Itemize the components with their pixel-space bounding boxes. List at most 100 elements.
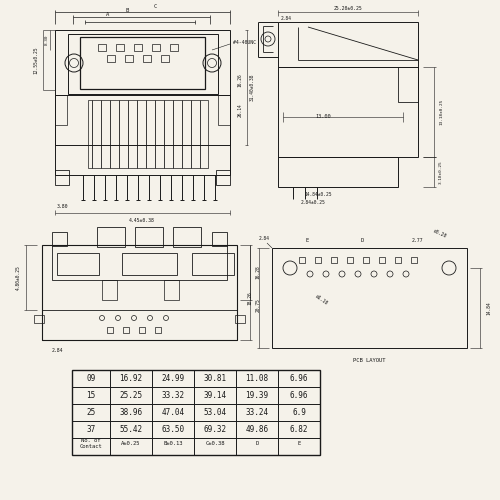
- Text: 33.32: 33.32: [162, 391, 184, 400]
- Text: E: E: [306, 238, 308, 242]
- Text: A±0.25: A±0.25: [121, 441, 141, 446]
- Text: 19.39: 19.39: [246, 391, 268, 400]
- Text: 6.82: 6.82: [290, 425, 308, 434]
- Bar: [152, 44, 160, 51]
- Bar: [55, 95, 230, 175]
- Bar: [88, 100, 208, 168]
- Text: 2.84±0.25: 2.84±0.25: [300, 200, 326, 205]
- Text: 2.84: 2.84: [258, 236, 270, 242]
- Bar: [52, 245, 227, 280]
- Text: 4.45±0.38: 4.45±0.38: [129, 218, 155, 222]
- Bar: [143, 55, 151, 62]
- Text: 18.26: 18.26: [248, 291, 252, 305]
- Bar: [42, 245, 237, 340]
- Text: 33.24: 33.24: [246, 408, 268, 417]
- Text: 15: 15: [86, 391, 96, 400]
- Text: 38.96: 38.96: [120, 408, 142, 417]
- Bar: [315, 257, 321, 263]
- Bar: [134, 44, 142, 51]
- Text: 13.18±0.25: 13.18±0.25: [439, 99, 443, 125]
- Text: 16.26: 16.26: [238, 73, 242, 87]
- Bar: [57, 253, 99, 275]
- Text: PCB LAYOUT: PCB LAYOUT: [353, 358, 386, 362]
- Text: 6.9: 6.9: [292, 408, 306, 417]
- Text: 53.04: 53.04: [204, 408, 227, 417]
- Bar: [55, 30, 230, 145]
- Bar: [212, 232, 227, 246]
- Text: 16.92: 16.92: [120, 374, 142, 383]
- Text: 14.84: 14.84: [486, 301, 492, 315]
- Text: 69.32: 69.32: [204, 425, 227, 434]
- Text: 2.84: 2.84: [280, 16, 291, 21]
- Bar: [218, 95, 230, 125]
- Text: 20.75: 20.75: [256, 298, 260, 312]
- Text: 25.25: 25.25: [120, 391, 142, 400]
- Text: No. of
Contact: No. of Contact: [80, 438, 102, 449]
- Bar: [155, 327, 161, 333]
- Bar: [363, 257, 369, 263]
- Bar: [122, 253, 177, 275]
- Bar: [102, 280, 117, 300]
- Bar: [52, 232, 67, 246]
- Bar: [272, 248, 467, 348]
- Bar: [125, 55, 133, 62]
- Bar: [216, 170, 230, 185]
- Bar: [98, 44, 106, 51]
- Bar: [278, 67, 418, 157]
- Text: 24.99: 24.99: [162, 374, 184, 383]
- Bar: [347, 257, 353, 263]
- Bar: [299, 257, 305, 263]
- Text: D: D: [360, 238, 364, 242]
- Bar: [42, 310, 237, 340]
- Text: 55.42: 55.42: [120, 425, 142, 434]
- Bar: [164, 280, 179, 300]
- Bar: [192, 253, 234, 275]
- Text: D: D: [256, 441, 258, 446]
- Text: 25: 25: [86, 408, 96, 417]
- Text: 4.80±0.25: 4.80±0.25: [16, 265, 20, 290]
- Bar: [173, 227, 201, 247]
- Bar: [161, 55, 169, 62]
- Bar: [331, 257, 337, 263]
- Text: 6.96: 6.96: [290, 374, 308, 383]
- Bar: [116, 44, 124, 51]
- Text: 31.40±0.38: 31.40±0.38: [250, 74, 254, 101]
- Text: 11.08: 11.08: [246, 374, 268, 383]
- Bar: [170, 44, 178, 51]
- Text: 47.04: 47.04: [162, 408, 184, 417]
- Text: 63.50: 63.50: [162, 425, 184, 434]
- Text: 2.77: 2.77: [411, 238, 423, 242]
- Text: 6.96: 6.96: [290, 391, 308, 400]
- Bar: [278, 22, 418, 67]
- Text: 16.28: 16.28: [256, 265, 260, 279]
- Text: 26.14: 26.14: [238, 103, 242, 117]
- Bar: [68, 34, 218, 94]
- Text: 13.00: 13.00: [315, 114, 331, 119]
- Bar: [123, 327, 129, 333]
- Text: 12.55±0.25: 12.55±0.25: [34, 46, 38, 74]
- Text: ø3.20: ø3.20: [432, 228, 448, 239]
- Text: 14.84±0.25: 14.84±0.25: [304, 192, 332, 198]
- Text: 30.81: 30.81: [204, 374, 227, 383]
- Text: C: C: [154, 4, 156, 10]
- Bar: [395, 257, 401, 263]
- Text: B: B: [126, 8, 128, 12]
- Bar: [34, 315, 44, 323]
- Text: #4-40UNC: #4-40UNC: [233, 40, 256, 44]
- Text: 3.18±0.25: 3.18±0.25: [439, 160, 443, 184]
- Text: 8.30: 8.30: [45, 35, 49, 45]
- Bar: [107, 327, 113, 333]
- Text: 37: 37: [86, 425, 96, 434]
- Bar: [398, 67, 418, 102]
- Bar: [55, 95, 67, 125]
- Bar: [80, 37, 205, 89]
- Text: B±0.13: B±0.13: [163, 441, 183, 446]
- Bar: [411, 257, 417, 263]
- Text: 25.20±0.25: 25.20±0.25: [334, 6, 362, 10]
- Bar: [55, 170, 69, 185]
- Text: A: A: [106, 12, 110, 16]
- Text: 39.14: 39.14: [204, 391, 227, 400]
- Text: 49.86: 49.86: [246, 425, 268, 434]
- Text: 3.80: 3.80: [56, 204, 68, 208]
- Bar: [97, 227, 125, 247]
